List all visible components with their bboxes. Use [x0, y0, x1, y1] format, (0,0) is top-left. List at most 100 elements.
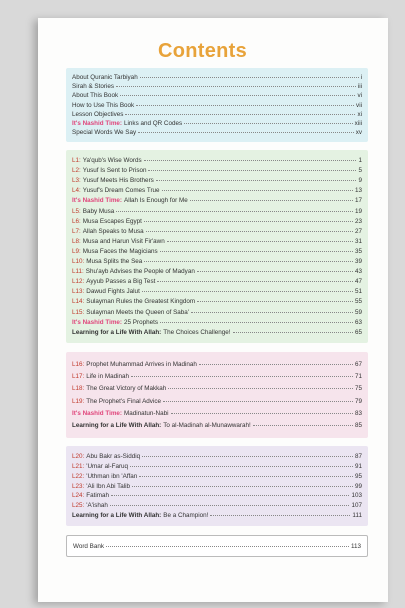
entry-title: Be a Champion! [163, 512, 209, 520]
page-number: i [360, 74, 362, 82]
entry-title: How to Use This Book [72, 101, 135, 109]
toc-row: Learning for a Life With Allah: To al-Mad… [72, 422, 362, 429]
dot-leader [157, 281, 353, 283]
page-number: vii [356, 101, 362, 109]
entry-title: Allah Is Enough for Me [124, 197, 188, 205]
toc-row: L11: Shu'ayb Advises the People of Madyan… [72, 268, 362, 275]
page-number: xiii [354, 119, 362, 127]
toc-row: L2: Yusuf Is Sent to Prison 5 [72, 167, 362, 174]
page-number: 9 [358, 177, 362, 185]
dot-leader [136, 104, 355, 106]
entry-prefix: L8: [72, 237, 81, 245]
entry-title: Sulayman Rules the Greatest Kingdom [86, 298, 196, 306]
dot-leader [120, 95, 356, 97]
entry-prefix: L12: [72, 278, 85, 286]
toc-row: About Quranic Tarbiyah i [72, 74, 362, 81]
dot-leader [155, 180, 357, 182]
section-box: L20: Abu Bakr as-Siddiq 87 L21: 'Umar al-Far… [66, 446, 368, 526]
toc-row: L24: Fatimah 103 [72, 492, 362, 499]
entry-title: Shu'ayb Advises the People of Madyan [85, 268, 195, 276]
toc-row: L20: Abu Bakr as-Siddiq 87 [72, 453, 362, 460]
entry-prefix: L19: [72, 397, 85, 405]
toc-row: L4: Yusuf's Dream Comes True 13 [72, 187, 362, 194]
toc-row: It's Nashid Time: Madinatun-Nabi 83 [72, 410, 362, 417]
entry-title: Dawud Fights Jalut [86, 288, 140, 296]
page-number: 107 [351, 502, 362, 510]
entry-prefix: L21: [72, 462, 85, 470]
dot-leader [109, 505, 350, 507]
page-number: iii [357, 83, 362, 91]
page-number: xv [355, 128, 362, 136]
entry-title: About Quranic Tarbiyah [72, 74, 138, 82]
dot-leader [161, 190, 353, 192]
toc-row: L13: Dawud Fights Jalut 51 [72, 288, 362, 295]
dot-leader [116, 86, 356, 88]
toc-row: L23: 'Ali Ibn Abi Talib 99 [72, 483, 362, 490]
entry-title: Abu Bakr as-Siddiq [86, 452, 141, 460]
entry-prefix: It's Nashid Time: [72, 119, 123, 127]
toc-row: L10: Musa Splits the Sea 39 [72, 258, 362, 265]
dot-leader [162, 400, 353, 402]
entry-title: Fatimah [86, 492, 110, 500]
entry-title: Links and QR Codes [124, 119, 183, 127]
dot-leader [142, 455, 353, 457]
page-number: 99 [354, 482, 362, 490]
entry-title: Sirah & Stories [72, 83, 114, 91]
toc-row: L17: Life in Madinah 71 [72, 373, 362, 380]
contents-title: Contents [157, 40, 248, 62]
toc-row: L16: Prophet Muhammad Arrives in Madinah 6… [72, 361, 362, 368]
entry-prefix: L24: [72, 492, 85, 500]
dot-leader [197, 301, 353, 303]
entry-prefix: L18: [72, 385, 85, 393]
entry-prefix: L9: [72, 247, 81, 255]
dot-leader [198, 364, 353, 366]
toc-row: L15: Sulayman Meets the Queen of Saba' 59 [72, 309, 362, 316]
dot-leader [166, 240, 353, 242]
entry-title: Madinatun-Nabi [124, 409, 169, 417]
page-number: 79 [354, 397, 362, 405]
entry-title: Musa and Harun Visit Fir'awn [82, 237, 165, 245]
toc-row: Special Words We Say xv [72, 129, 362, 136]
entry-prefix: L16: [72, 361, 85, 369]
page-number: 5 [358, 167, 362, 175]
dot-leader [189, 200, 353, 202]
page-number: 19 [354, 207, 362, 215]
dot-leader [190, 311, 353, 313]
entry-title: Musa Faces the Magicians [82, 247, 158, 255]
toc-row: Word Bank 113 [73, 543, 361, 550]
entry-title: Musa Splits the Sea [86, 258, 143, 266]
entry-title: Ya'qub's Wise Words [82, 157, 142, 165]
dot-leader [210, 515, 351, 517]
page-number: 113 [350, 542, 361, 550]
toc-row: L25: 'A'ishah 107 [72, 502, 362, 509]
page-number: 39 [354, 258, 362, 266]
entry-prefix: It's Nashid Time: [72, 409, 123, 417]
page-number: 87 [354, 452, 362, 460]
entry-title: To al-Madinah al-Munawwarah! [163, 421, 251, 429]
dot-leader [111, 495, 350, 497]
entry-prefix: L11: [72, 268, 84, 276]
entry-title: Musa Escapes Egypt [82, 217, 142, 225]
page-number: 43 [354, 268, 362, 276]
entry-prefix: L3: [72, 177, 81, 185]
dot-leader [141, 291, 353, 293]
page-number: 23 [354, 217, 362, 225]
toc-row: Learning for a Life With Allah: The Choic… [72, 329, 362, 336]
entry-prefix: L22: [72, 472, 85, 480]
entry-prefix: Learning for a Life With Allah: [72, 421, 162, 429]
entry-title: 'Ali Ibn Abi Talib [86, 482, 131, 490]
toc-row: L6: Musa Escapes Egypt 23 [72, 218, 362, 225]
page-number: 17 [354, 197, 362, 205]
entry-prefix: L17: [72, 373, 85, 381]
section-box: Word Bank 113 [66, 535, 368, 557]
dot-leader [144, 261, 353, 263]
dot-leader [130, 465, 353, 467]
page-number: 103 [351, 492, 362, 500]
section-box: About Quranic Tarbiyah i Sirah & Stories ii… [66, 68, 368, 142]
dot-leader [132, 485, 353, 487]
dot-leader [138, 131, 354, 133]
entry-title: Allah Speaks to Musa [82, 227, 144, 235]
entry-prefix: L6: [72, 217, 81, 225]
dot-leader [125, 113, 356, 115]
toc-row: L21: 'Umar al-Faruq 91 [72, 463, 362, 470]
